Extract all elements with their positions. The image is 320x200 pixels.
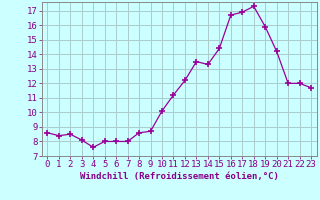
X-axis label: Windchill (Refroidissement éolien,°C): Windchill (Refroidissement éolien,°C): [80, 172, 279, 181]
